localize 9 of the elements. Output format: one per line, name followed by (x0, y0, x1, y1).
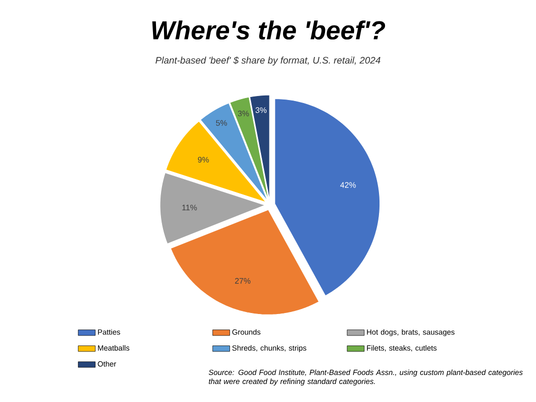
data-label: 27% (235, 278, 250, 284)
data-label: 5% (216, 120, 227, 126)
chart-subtitle: Plant-based 'beef' $ share by format, U.S. retail, 2024 (156, 56, 380, 66)
data-label: 3% (238, 110, 249, 116)
data-label: 11% (182, 204, 197, 210)
chart-title: Where's the 'beef'? (152, 20, 386, 40)
data-label: 9% (198, 156, 209, 163)
data-label: 42% (340, 182, 356, 188)
data-label: 3% (256, 107, 267, 113)
